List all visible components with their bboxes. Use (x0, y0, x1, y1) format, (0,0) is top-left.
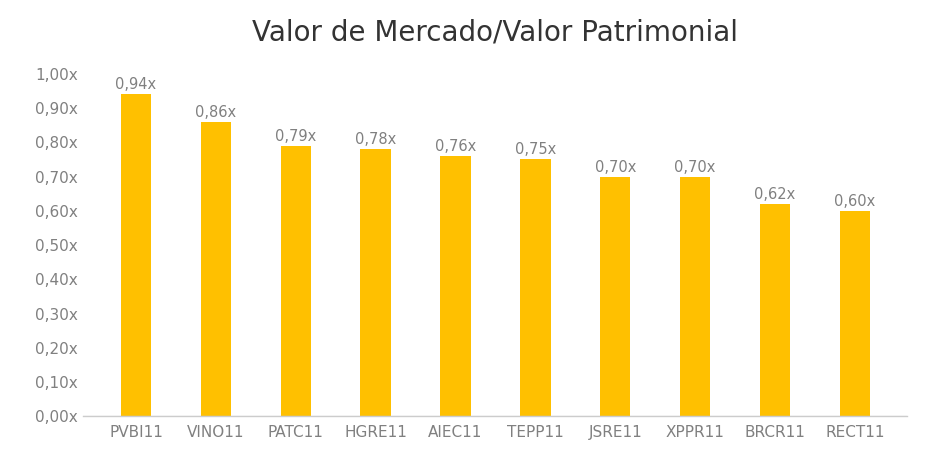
Bar (120, 95, 151, 416)
Text: 0,86x: 0,86x (195, 105, 236, 120)
Bar (680, 176, 710, 416)
Bar (281, 146, 311, 416)
Text: 0,60x: 0,60x (834, 194, 875, 209)
Text: 0,70x: 0,70x (594, 159, 636, 175)
Bar (840, 211, 870, 416)
Bar (440, 156, 470, 416)
Text: 0,70x: 0,70x (674, 159, 716, 175)
Text: 0,94x: 0,94x (116, 78, 156, 92)
Title: Valor de Mercado/Valor Patrimonial: Valor de Mercado/Valor Patrimonial (253, 18, 738, 46)
Bar (520, 159, 551, 416)
Text: 0,79x: 0,79x (275, 129, 317, 144)
Text: 0,75x: 0,75x (515, 142, 556, 158)
Bar (600, 176, 631, 416)
Bar (360, 149, 391, 416)
Bar (760, 204, 790, 416)
Text: 0,62x: 0,62x (755, 187, 795, 202)
Text: 0,76x: 0,76x (435, 139, 476, 154)
Text: 0,78x: 0,78x (355, 132, 396, 147)
Bar (201, 122, 231, 416)
